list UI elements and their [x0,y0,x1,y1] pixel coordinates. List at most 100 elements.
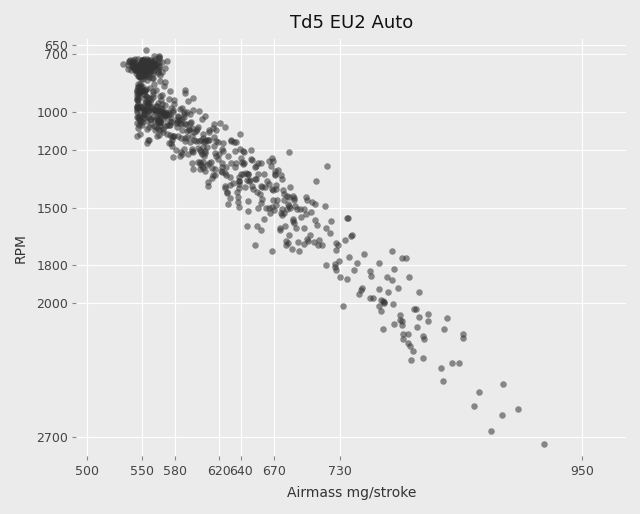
Point [140,85,150,94]
Point [166,138,176,146]
Point [225,173,235,181]
Point [166,141,177,150]
Point [141,62,152,70]
Point [340,236,351,244]
Point [332,266,342,274]
Point [271,185,282,193]
Point [156,96,166,104]
Point [246,156,257,164]
Point [160,64,170,72]
Point [239,148,249,156]
Point [295,205,305,213]
Point [132,106,142,114]
Y-axis label: RPM: RPM [14,233,28,263]
Point [147,59,157,67]
Point [132,108,142,117]
Point [216,167,227,175]
Point [146,115,156,123]
Point [162,130,172,138]
Point [133,94,143,102]
Point [153,99,163,107]
Point [207,174,218,182]
Point [346,232,356,241]
Point [157,91,167,99]
Point [131,55,141,63]
Point [282,192,292,200]
Point [153,118,163,126]
Point [187,159,197,167]
Point [141,111,151,119]
Point [230,163,241,171]
Point [165,117,175,125]
Point [220,163,230,171]
Point [143,64,153,72]
Point [202,160,212,169]
Point [154,62,164,70]
Point [124,57,134,65]
Point [210,165,220,173]
Point [132,68,143,77]
Point [127,62,137,70]
Point [338,302,348,310]
Point [158,128,168,136]
Point [497,379,508,388]
Point [148,113,158,121]
Point [356,286,366,294]
Point [155,113,165,121]
Point [310,216,320,224]
Point [253,159,264,168]
Point [157,100,167,108]
Point [132,104,143,112]
Point [141,58,152,66]
Point [141,62,152,70]
Point [128,60,138,68]
Point [145,84,155,93]
Point [288,215,298,224]
Point [177,104,187,113]
Point [143,62,154,70]
Point [136,121,147,129]
Point [147,74,157,82]
Point [141,117,152,125]
Point [138,64,148,72]
Point [144,106,154,114]
Point [404,273,415,281]
Point [284,199,294,208]
Point [287,245,298,253]
Point [144,123,154,131]
Point [132,63,142,71]
Point [165,131,175,139]
Point [365,267,375,275]
Point [162,57,172,65]
Point [175,134,186,142]
Point [157,104,167,113]
Point [136,116,147,124]
Point [132,101,142,109]
Point [142,93,152,101]
Point [255,190,265,198]
Point [138,57,148,65]
Point [217,145,227,154]
Point [389,265,399,273]
Point [299,225,309,233]
Point [160,101,170,109]
Point [196,148,206,156]
Point [144,63,154,71]
Point [134,130,145,138]
Point [226,137,236,145]
Point [225,181,236,189]
Point [140,61,150,69]
Point [314,236,324,244]
Point [253,204,263,212]
Point [200,137,211,145]
Point [175,105,186,114]
Point [155,77,165,85]
Point [195,164,205,173]
Point [190,127,200,136]
Point [218,139,228,148]
Point [179,108,189,116]
Point [155,118,165,126]
Point [179,145,189,154]
Point [145,115,155,123]
Point [172,123,182,132]
